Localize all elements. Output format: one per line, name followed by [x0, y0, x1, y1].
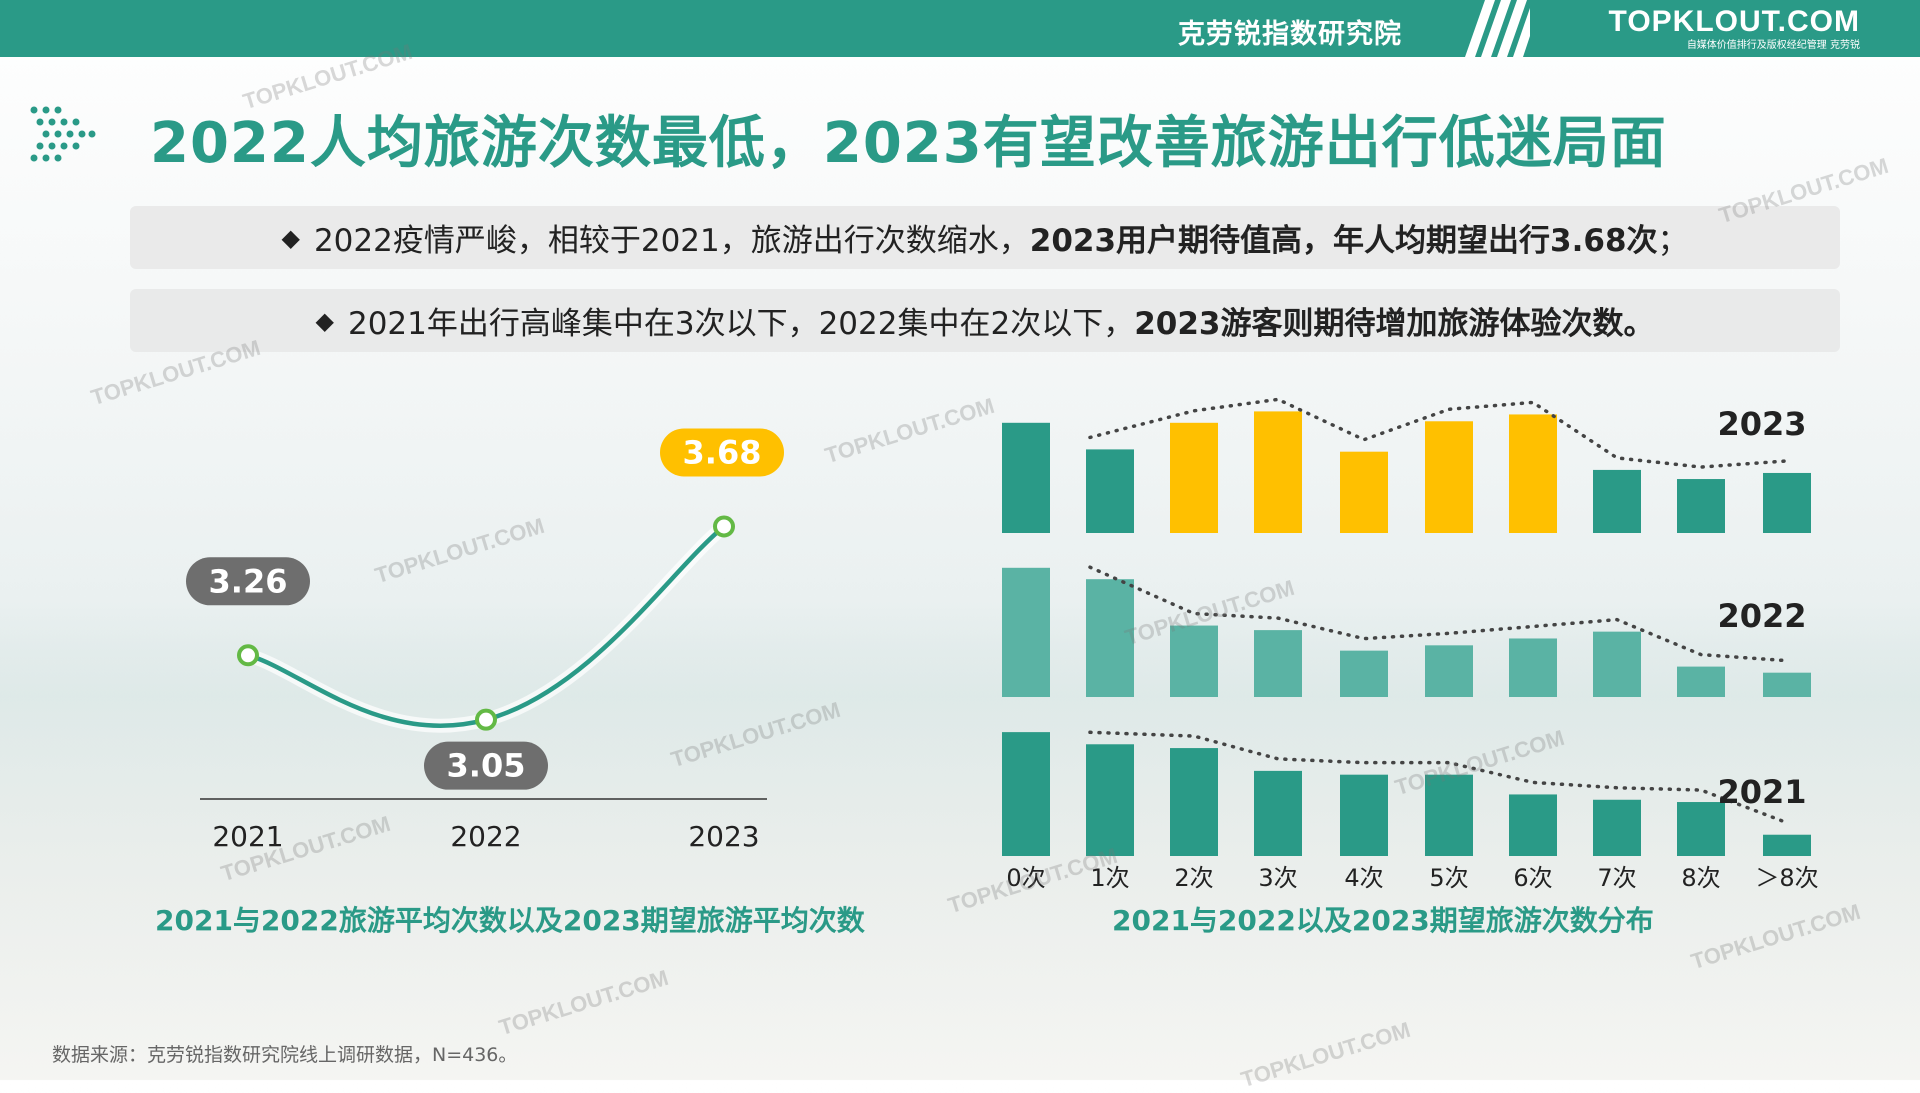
bullet-text-tail: ；	[1657, 223, 1689, 259]
bar	[1086, 579, 1134, 697]
x-tick-label: 3次	[1258, 864, 1297, 892]
data-label-pill	[660, 428, 784, 477]
bar	[1509, 794, 1557, 856]
bar	[1425, 421, 1473, 533]
data-point	[237, 644, 259, 667]
x-tick-label: 2023	[688, 820, 759, 853]
bullet-text-bold: 2023用户期待值高，年人均期望出行3.68次	[1029, 223, 1658, 259]
trend-line	[1088, 565, 1789, 663]
bullet-item-1: ◆ 2022疫情严峻，相较于2021，旅游出行次数缩水， 2023用户期待值高，…	[130, 206, 1840, 269]
x-tick-label: 7次	[1597, 864, 1636, 892]
bar	[1002, 732, 1050, 856]
x-tick-label: 2次	[1174, 864, 1213, 892]
line-chart-caption: 2021与2022旅游平均次数以及2023期望旅游平均次数	[155, 904, 865, 937]
data-label: 3.05	[447, 747, 526, 785]
brand-logo: TOPKLOUT.COM 自媒体价值排行及版权经纪管理 克劳锐	[1609, 6, 1860, 53]
diamond-bullet-icon: ◆	[281, 223, 300, 252]
x-tick-label: ＞8次	[1755, 864, 1818, 892]
bar	[1170, 748, 1218, 856]
series-label: 2021	[1717, 773, 1806, 811]
bar	[1254, 630, 1302, 697]
bullet-text-bold: 2023游客则期待增加旅游体验次数。	[1134, 306, 1655, 342]
bar	[1340, 451, 1388, 533]
bullet-text: 2021年出行高峰集中在3次以下，2022集中在2次以下，	[347, 306, 1135, 342]
bar	[1763, 472, 1811, 533]
bar	[1593, 469, 1641, 533]
bar	[1340, 774, 1388, 856]
data-point	[713, 515, 735, 538]
x-tick-label: 6次	[1513, 864, 1552, 892]
trend-line	[1088, 397, 1789, 469]
data-label-pill	[424, 741, 548, 790]
bar	[1002, 567, 1050, 697]
page-title: 2022人均旅游次数最低，2023有望改善旅游出行低迷局面	[150, 111, 1667, 176]
bar	[1254, 770, 1302, 856]
bar	[1593, 631, 1641, 697]
bar	[1677, 802, 1725, 856]
x-tick-label: 8次	[1681, 864, 1720, 892]
x-tick-label: 2022	[450, 820, 521, 853]
trend-line	[1088, 730, 1789, 825]
bar	[1170, 422, 1218, 533]
bar	[1425, 774, 1473, 856]
bar	[1763, 834, 1811, 856]
x-tick-label: 4次	[1344, 864, 1383, 892]
bar	[1677, 479, 1725, 533]
x-tick-label: 2021	[212, 820, 283, 853]
bar	[1254, 411, 1302, 533]
source-note: 数据来源：克劳锐指数研究院线上调研数据，N=436。	[52, 1044, 518, 1066]
bar	[1340, 650, 1388, 697]
bullet-item-2: ◆ 2021年出行高峰集中在3次以下，2022集中在2次以下， 2023游客则期…	[130, 289, 1840, 352]
x-tick-label: 0次	[1006, 864, 1045, 892]
bar	[1509, 638, 1557, 697]
brand-subtitle: 自媒体价值排行及版权经纪管理 克劳锐	[1686, 40, 1860, 51]
bar	[1170, 625, 1218, 697]
bullet-text: 2022疫情严峻，相较于2021，旅游出行次数缩水，	[313, 223, 1030, 259]
data-label: 3.68	[683, 433, 762, 471]
bar	[1593, 799, 1641, 856]
bar	[1509, 414, 1557, 533]
series-label: 2022	[1717, 597, 1806, 635]
bar	[1086, 449, 1134, 533]
series-label: 2023	[1717, 405, 1806, 443]
bar	[1086, 744, 1134, 856]
diamond-bullet-icon: ◆	[315, 306, 334, 335]
data-point	[475, 708, 497, 731]
x-tick-label: 1次	[1090, 864, 1129, 892]
header-institute: 克劳锐指数研究院	[1178, 19, 1402, 50]
brand-name: TOPKLOUT.COM	[1608, 5, 1860, 38]
bar	[1763, 672, 1811, 697]
bar	[1425, 645, 1473, 697]
header-stripes-decoration	[1465, 0, 1530, 57]
header-bar	[0, 0, 1920, 57]
bar	[1002, 422, 1050, 533]
bar	[1677, 666, 1725, 697]
bar-chart-caption: 2021与2022以及2023期望旅游次数分布	[1112, 904, 1654, 937]
data-label: 3.26	[209, 562, 288, 600]
data-label-pill	[186, 557, 310, 606]
x-tick-label: 5次	[1429, 864, 1468, 892]
title-dots-icon	[30, 106, 96, 162]
